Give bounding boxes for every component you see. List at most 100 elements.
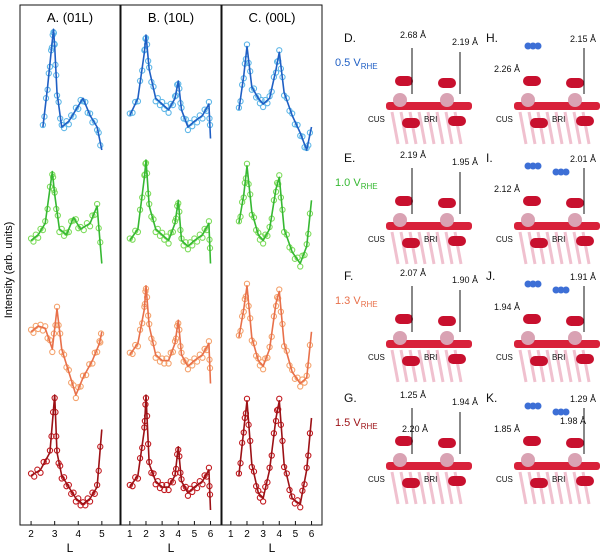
x-tick-label: 5 xyxy=(293,529,299,540)
x-tick-label: 6 xyxy=(309,529,315,540)
site-label-cus: CUS xyxy=(368,235,385,244)
adsorbate-atom xyxy=(552,168,560,176)
oxygen-atom xyxy=(530,118,548,128)
lattice-rod xyxy=(527,349,537,383)
lattice-rod xyxy=(435,231,445,265)
adsorbate-atom xyxy=(524,402,532,410)
bond-length-label: 1.29 Å xyxy=(570,394,596,404)
series-line xyxy=(129,34,212,139)
lattice-rod xyxy=(426,111,436,145)
x-tick-label: 6 xyxy=(208,529,214,540)
lattice-rod xyxy=(545,349,555,383)
series-line xyxy=(238,285,313,385)
site-label-bri: BRI xyxy=(424,353,437,362)
lattice-rod xyxy=(444,111,454,145)
adsorbate-atom xyxy=(529,280,537,288)
panel-label-right: K. xyxy=(486,391,497,405)
oxygen-atom xyxy=(566,198,584,208)
oxygen-atom xyxy=(448,476,466,486)
ru-atom-cus xyxy=(521,93,535,107)
lattice-rod xyxy=(545,471,555,505)
lattice-rod xyxy=(390,471,400,505)
adsorbate-atom xyxy=(524,162,532,170)
oxygen-atom xyxy=(438,316,456,326)
lattice-rod xyxy=(390,231,400,265)
site-label-cus: CUS xyxy=(496,353,513,362)
panel-label-right: H. xyxy=(486,31,498,45)
x-tick-label: 1 xyxy=(228,529,234,540)
ru-atom-cus xyxy=(521,213,535,227)
ru-atom-cus xyxy=(521,453,535,467)
oxygen-atom xyxy=(530,356,548,366)
bond-length-label: 1.94 Å xyxy=(452,397,478,407)
lattice-rod xyxy=(518,111,528,145)
adsorbate-atom xyxy=(534,162,542,170)
lattice-rod xyxy=(554,111,564,145)
lattice-rod xyxy=(417,231,427,265)
site-label-bri: BRI xyxy=(552,475,565,484)
series-line xyxy=(30,394,103,506)
panel-label-left: F. xyxy=(344,269,353,283)
series-line xyxy=(129,285,212,384)
x-tick-label: 3 xyxy=(260,529,266,540)
oxygen-atom xyxy=(566,78,584,88)
ru-atom-cus xyxy=(393,331,407,345)
ru-atom-cus xyxy=(521,331,535,345)
ru-atom-bri xyxy=(440,213,454,227)
lattice-rod xyxy=(518,231,528,265)
oxygen-atom xyxy=(438,78,456,88)
oxygen-atom xyxy=(395,196,413,206)
oxygen-atom xyxy=(576,116,594,126)
panel-label-left: D. xyxy=(344,31,356,45)
adsorbate-atom xyxy=(552,286,560,294)
adsorbate-atom xyxy=(534,402,542,410)
data-point xyxy=(297,263,304,270)
ru-atom-bri xyxy=(440,93,454,107)
bond-length-label: 1.95 Å xyxy=(452,157,478,167)
lattice-rod xyxy=(390,349,400,383)
site-label-cus: CUS xyxy=(368,353,385,362)
panel-b-xlabel: L xyxy=(168,541,175,555)
panel-label-right: J. xyxy=(486,269,495,283)
panel-label-right: I. xyxy=(486,151,493,165)
oxygen-atom xyxy=(576,476,594,486)
oxygen-atom xyxy=(523,76,541,86)
lattice-rod xyxy=(417,349,427,383)
data-point xyxy=(184,366,192,373)
bond-length-label: 1.98 Å xyxy=(560,416,586,426)
data-point xyxy=(184,246,192,253)
bond-length-label: 2.15 Å xyxy=(570,34,596,44)
oxygen-atom xyxy=(566,316,584,326)
bond-length-label: 1.90 Å xyxy=(452,275,478,285)
lattice-rod xyxy=(545,231,555,265)
ru-atom-cus xyxy=(393,453,407,467)
bond-length-label: 1.85 Å xyxy=(494,424,520,434)
site-label-cus: CUS xyxy=(368,475,385,484)
ru-atom-bri xyxy=(440,453,454,467)
series-line xyxy=(30,308,103,396)
lattice-rod xyxy=(563,231,573,265)
ru-atom-bri xyxy=(568,331,582,345)
oxygen-atom xyxy=(523,436,541,446)
data-point xyxy=(259,240,267,247)
oxygen-atom xyxy=(523,314,541,324)
lattice-rod xyxy=(417,471,427,505)
series-line xyxy=(42,28,103,151)
lattice-rod xyxy=(444,349,454,383)
adsorbate-atom xyxy=(529,162,537,170)
adsorbate-atom xyxy=(524,42,532,50)
adsorbate-atom xyxy=(529,42,537,50)
lattice-rod xyxy=(572,349,582,383)
adsorbate-atom xyxy=(534,280,542,288)
adsorbate-atom xyxy=(552,408,560,416)
panel-c-title: C. (00L) xyxy=(249,10,296,25)
oxygen-atom xyxy=(402,118,420,128)
oxygen-atom xyxy=(448,236,466,246)
lattice-rod xyxy=(435,111,445,145)
lattice-rod xyxy=(435,471,445,505)
oxygen-atom xyxy=(395,314,413,324)
potential-label: 1.0 VRHE xyxy=(335,177,378,191)
lattice-rod xyxy=(563,349,573,383)
adsorbate-atom xyxy=(534,42,542,50)
adsorbate-atom xyxy=(562,408,570,416)
